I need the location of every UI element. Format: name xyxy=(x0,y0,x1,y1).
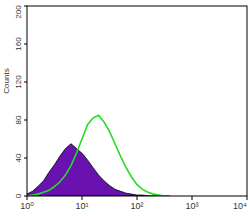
line-series xyxy=(27,115,170,196)
x-tick-label: 10⁰ xyxy=(20,201,34,211)
x-tick-label: 10¹ xyxy=(75,201,88,211)
x-tick xyxy=(247,196,248,200)
y-tick xyxy=(24,120,27,121)
y-tick-label: 40 xyxy=(14,153,23,162)
y-tick-label: 160 xyxy=(14,37,23,51)
x-tick xyxy=(82,196,83,200)
y-tick xyxy=(24,44,27,45)
y-tick-label: 0 xyxy=(14,193,23,198)
chart: 0 40 80 120 160 200 10⁰ 10¹ 10² 10³ 10⁴ Counts xyxy=(0,0,250,216)
y-tick-label: 120 xyxy=(14,75,23,89)
y-tick-label: 200 xyxy=(14,5,23,19)
x-tick-label: 10⁴ xyxy=(233,201,247,211)
x-tick xyxy=(192,196,193,200)
y-tick-label: 80 xyxy=(14,115,23,124)
area-series xyxy=(27,144,170,196)
x-tick xyxy=(27,196,28,200)
y-axis-label: Counts xyxy=(2,68,11,93)
plot-frame xyxy=(27,6,247,196)
x-tick-label: 10² xyxy=(130,201,143,211)
x-tick-label: 10³ xyxy=(185,201,198,211)
y-tick xyxy=(24,82,27,83)
y-tick xyxy=(24,6,27,7)
x-tick xyxy=(137,196,138,200)
plot-area xyxy=(27,115,170,196)
y-tick xyxy=(24,158,27,159)
